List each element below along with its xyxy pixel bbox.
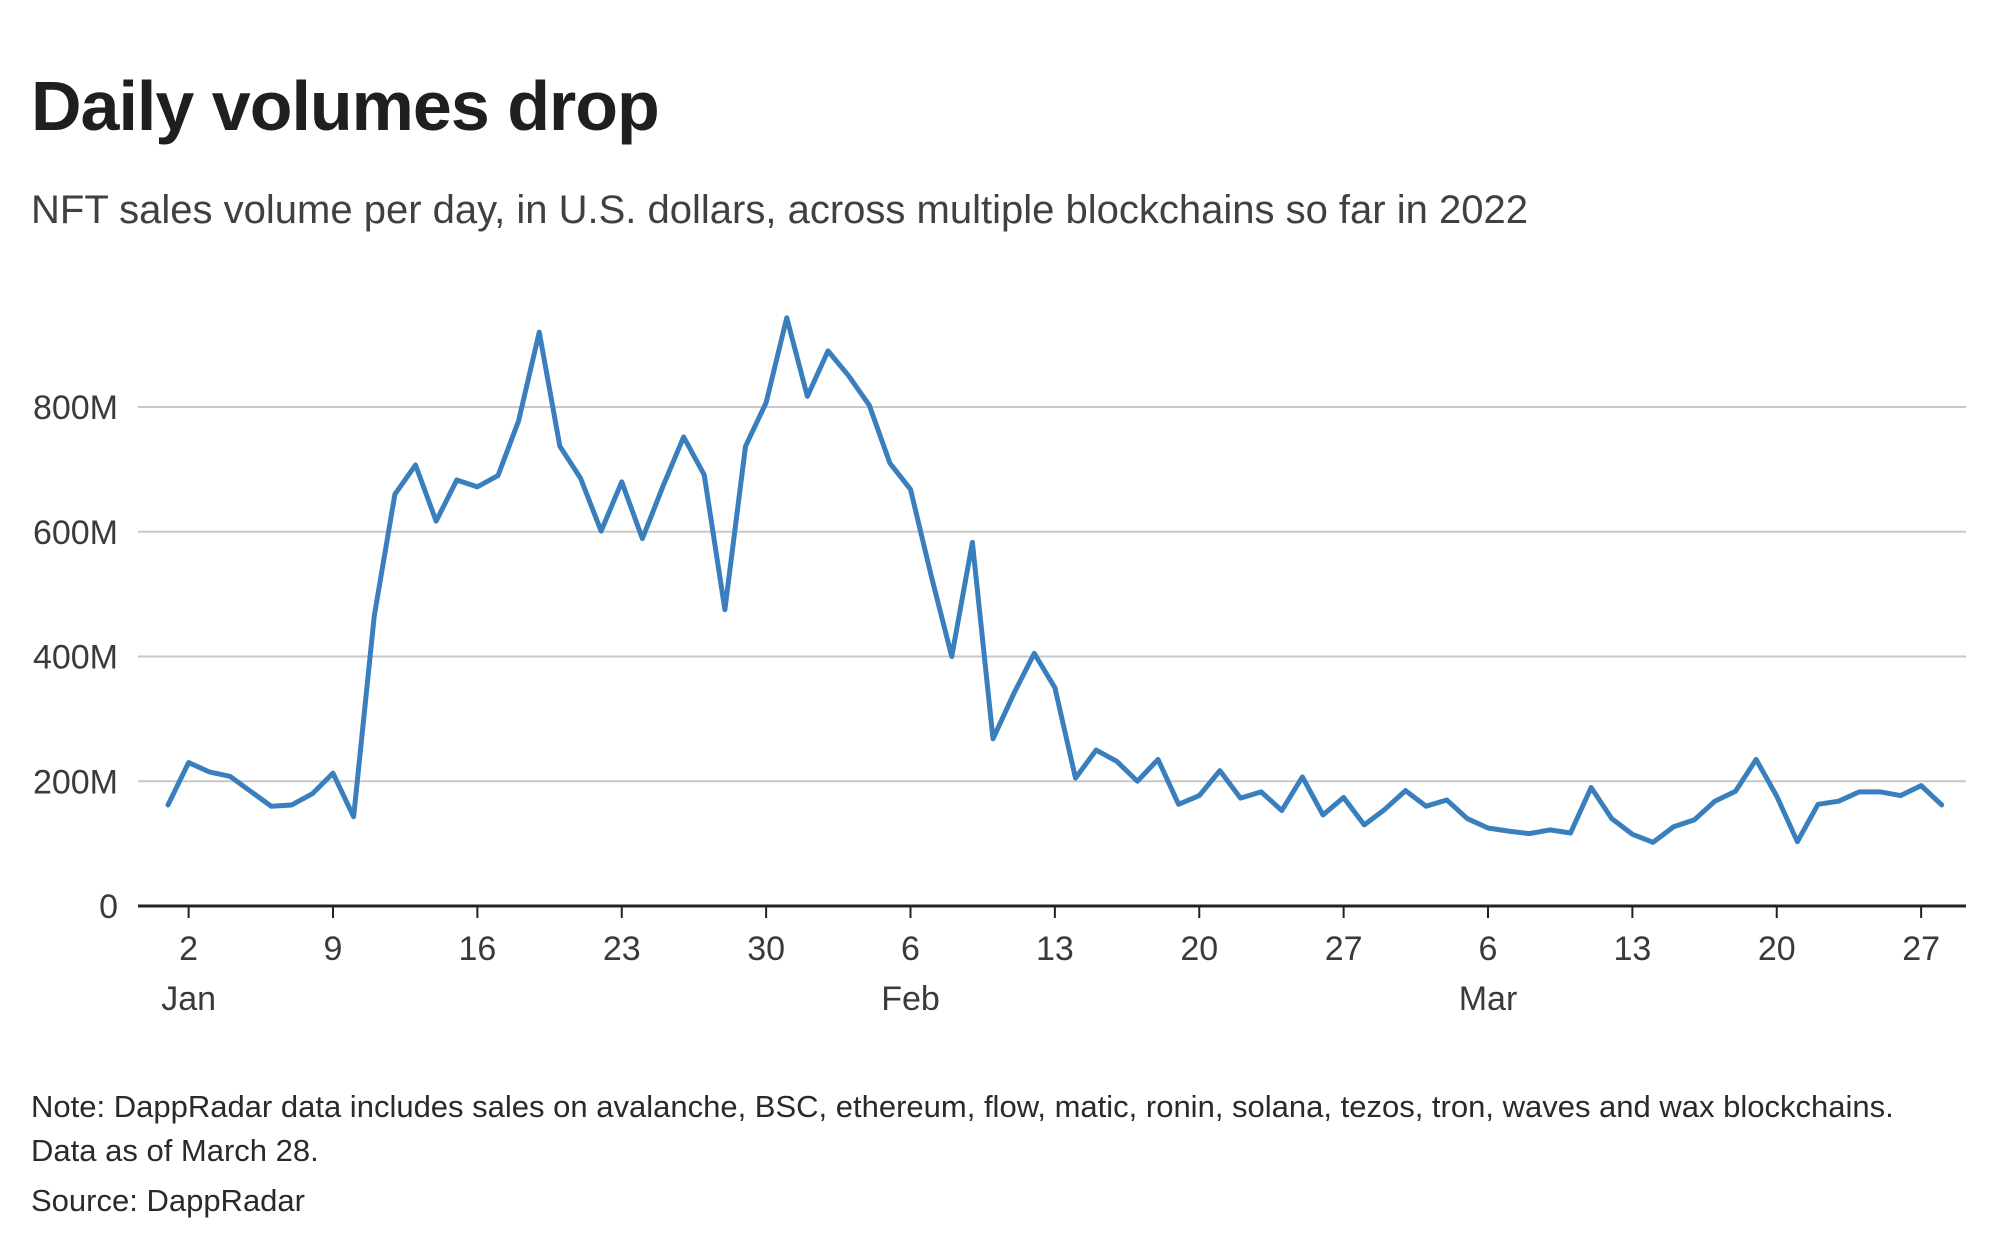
- x-tick-label-8: 9: [324, 930, 343, 968]
- x-month-label-mar: Mar: [1459, 980, 1518, 1018]
- series-line-nft-volume: [165, 315, 1945, 845]
- chart-source: Source: DappRadar: [31, 1183, 305, 1218]
- x-tick-label-71: 13: [1613, 930, 1651, 968]
- footnotes: Note: DappRadar data includes sales on a…: [31, 1085, 1931, 1223]
- x-tick-label-50: 20: [1180, 930, 1218, 968]
- y-tick-label-0: 0: [99, 888, 118, 926]
- x-axis-tick-marks: [187, 906, 1923, 918]
- x-tick-label-29: 30: [747, 930, 785, 968]
- gridlines: [138, 406, 1966, 783]
- x-axis-tick-labels: 2 Jan 9 16 23 30 6 Feb 13 20 27 6 Mar 13 20 27: [161, 930, 1940, 1018]
- chart-note: Note: DappRadar data includes sales on a…: [31, 1089, 1894, 1168]
- line-chart: 0 200M 400M 600M 800M 2 Jan 9 16 23 30 6 Feb 13 20 27 6…: [33, 315, 1966, 1018]
- y-tick-label-400M: 400M: [33, 639, 118, 677]
- y-tick-label-800M: 800M: [33, 389, 118, 427]
- x-tick-label-78: 20: [1758, 930, 1796, 968]
- x-tick-label-64: 6: [1479, 930, 1498, 968]
- x-month-label-feb: Feb: [881, 980, 940, 1018]
- x-tick-label-22: 23: [603, 930, 641, 968]
- x-tick-label-57: 27: [1325, 930, 1363, 968]
- y-tick-label-200M: 200M: [33, 763, 118, 801]
- x-tick-label-15: 16: [458, 930, 496, 968]
- x-month-label-jan: Jan: [161, 980, 216, 1018]
- x-tick-label-85: 27: [1902, 930, 1940, 968]
- chart-title: Daily volumes drop: [31, 67, 660, 145]
- y-tick-label-600M: 600M: [33, 514, 118, 552]
- series-data-points: [166, 315, 1945, 845]
- y-axis-tick-labels: 0 200M 400M 600M 800M: [33, 389, 118, 926]
- chart-subtitle: NFT sales volume per day, in U.S. dollar…: [31, 188, 1528, 232]
- x-tick-label-1: 2: [179, 930, 198, 968]
- x-tick-label-36: 6: [901, 930, 920, 968]
- x-tick-label-43: 13: [1036, 930, 1074, 968]
